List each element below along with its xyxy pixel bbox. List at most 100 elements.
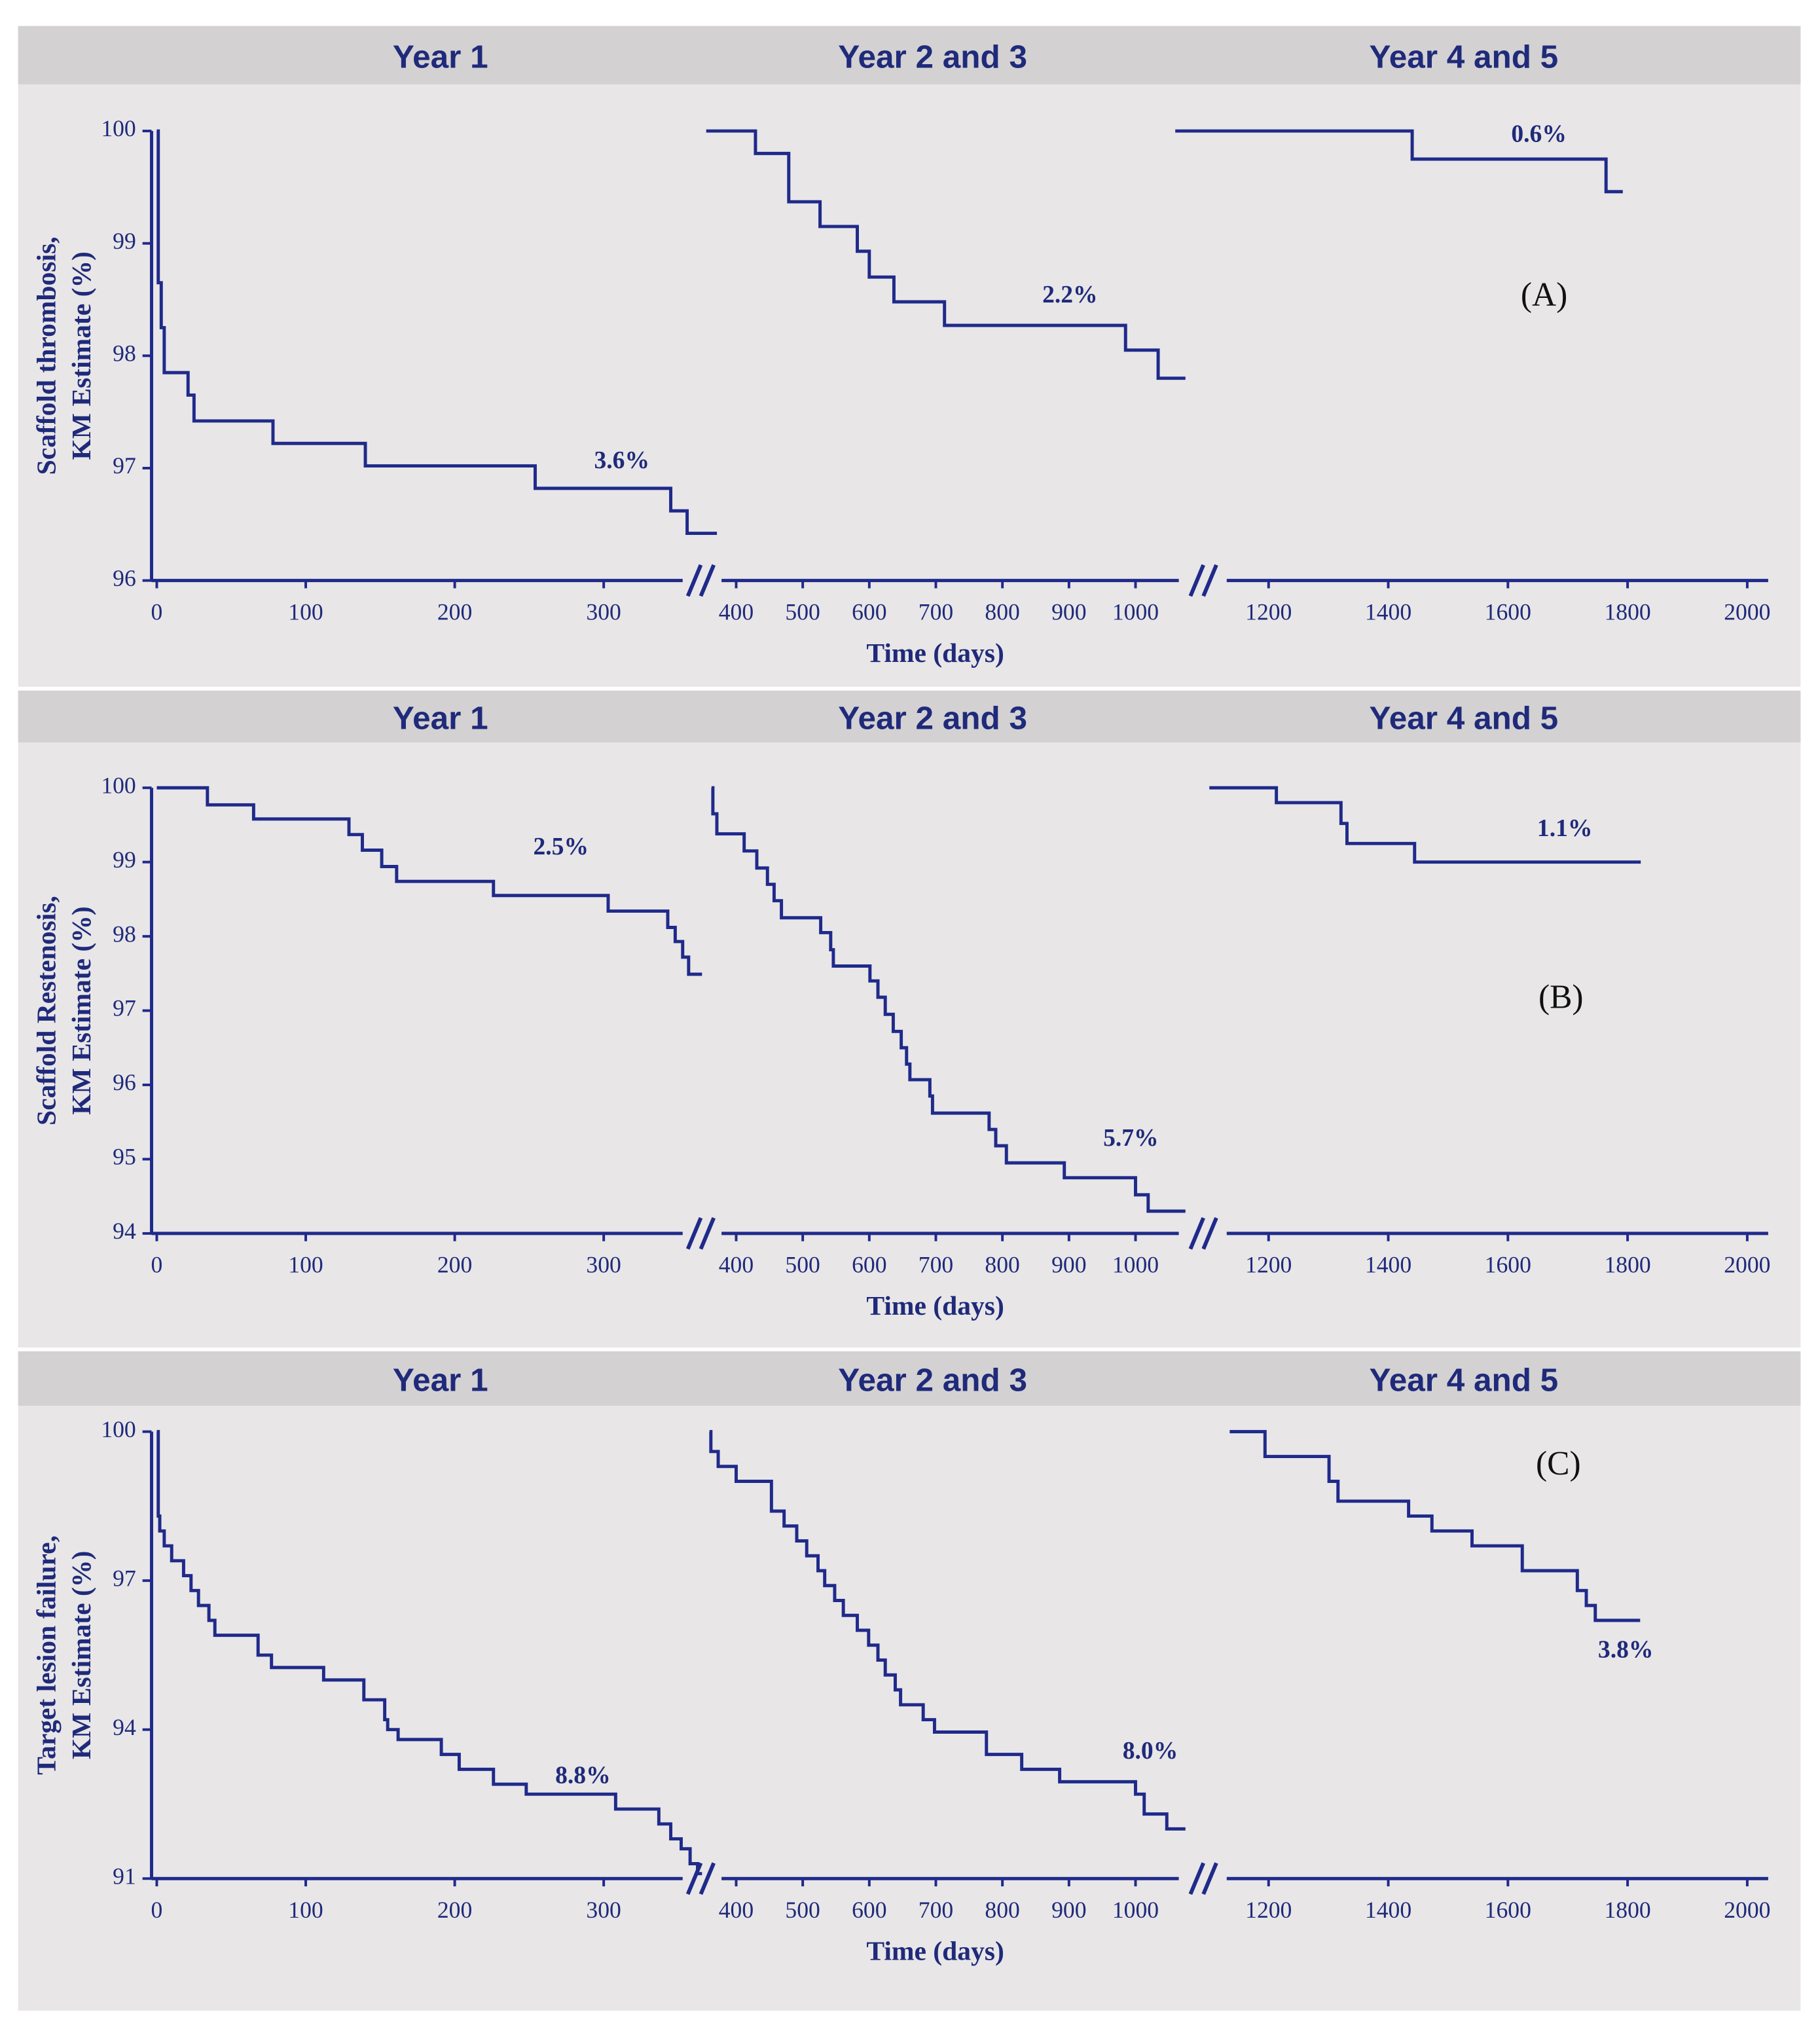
y-tick-label: 97 <box>113 452 136 479</box>
x-tick-label: 1600 <box>1485 1897 1531 1923</box>
y-tick-label: 98 <box>113 921 136 947</box>
y-tick-label: 97 <box>113 995 136 1021</box>
y-tick-label: 91 <box>113 1863 136 1889</box>
km-curve <box>1229 1430 1641 1622</box>
x-tick-label: 400 <box>719 1252 754 1278</box>
panel-label: (A) <box>1521 276 1567 314</box>
annotation: 5.7% <box>1103 1125 1159 1152</box>
axis-break <box>1188 564 1205 597</box>
segment-title: Year 4 and 5 <box>1370 700 1559 736</box>
x-tick-label: 200 <box>437 1252 472 1278</box>
x-tick-label: 1600 <box>1485 1252 1531 1278</box>
x-tick-label: 500 <box>785 1897 820 1923</box>
km-curve <box>709 1430 1186 1831</box>
x-tick-label: 2000 <box>1724 598 1770 625</box>
annotation: 3.8% <box>1598 1637 1654 1664</box>
panel-label: (B) <box>1538 979 1584 1016</box>
x-tick-label: 1200 <box>1245 598 1292 625</box>
x-tick-label: 900 <box>1051 1897 1086 1923</box>
y-tick-label: 100 <box>101 1416 136 1442</box>
x-tick-label: 0 <box>151 598 163 625</box>
x-tick-label: 400 <box>719 1897 754 1923</box>
annotation: 3.6% <box>594 447 649 474</box>
x-axis-label: Time (days) <box>866 1936 1004 1967</box>
segment-title: Year 2 and 3 <box>838 39 1027 75</box>
x-tick-label: 1200 <box>1245 1897 1292 1923</box>
annotation: 8.8% <box>555 1763 611 1789</box>
segment-title: Year 1 <box>393 1362 488 1398</box>
km-curve <box>1175 129 1623 194</box>
x-tick-label: 600 <box>852 598 886 625</box>
x-tick-label: 900 <box>1051 598 1086 625</box>
annotation: 2.5% <box>533 833 589 860</box>
x-tick-label: 1000 <box>1112 598 1159 625</box>
panel-background <box>18 1351 1801 2011</box>
x-tick-label: 1800 <box>1604 1897 1650 1923</box>
axis-break <box>1201 1217 1218 1250</box>
axis-break <box>1188 1217 1205 1250</box>
y-tick-label: 94 <box>113 1218 136 1244</box>
y-tick-label: 97 <box>113 1565 136 1591</box>
x-tick-label: 0 <box>151 1897 163 1923</box>
y-axis-label: KM Estimate (%) <box>66 1551 97 1759</box>
x-tick-label: 1400 <box>1365 1897 1411 1923</box>
x-axis-label: Time (days) <box>866 1290 1004 1321</box>
x-tick-label: 100 <box>288 1897 323 1923</box>
axis-break <box>699 1862 716 1895</box>
x-tick-label: 2000 <box>1724 1252 1770 1278</box>
axis-break <box>1188 1862 1205 1895</box>
annotation: 0.6% <box>1511 121 1567 148</box>
km-curve <box>711 786 1186 1213</box>
x-tick-label: 2000 <box>1724 1897 1770 1923</box>
x-tick-label: 0 <box>151 1252 163 1278</box>
segment-title: Year 1 <box>393 700 488 736</box>
x-tick-label: 400 <box>719 598 754 625</box>
x-tick-label: 100 <box>288 598 323 625</box>
y-tick-label: 99 <box>113 228 136 254</box>
axis-break <box>699 564 716 597</box>
km-curve <box>156 1430 702 1876</box>
y-tick-label: 96 <box>113 565 136 591</box>
axis-break <box>1201 564 1218 597</box>
x-tick-label: 500 <box>785 1252 820 1278</box>
x-tick-label: 300 <box>586 1252 621 1278</box>
x-tick-label: 300 <box>586 1897 621 1923</box>
panel-header <box>18 1351 1801 1406</box>
y-tick-label: 100 <box>101 115 136 141</box>
x-tick-label: 200 <box>437 598 472 625</box>
x-tick-label: 1800 <box>1604 1252 1650 1278</box>
km-curve <box>156 129 718 536</box>
x-tick-label: 200 <box>437 1897 472 1923</box>
axis-break <box>699 1217 716 1250</box>
x-tick-label: 1000 <box>1112 1252 1159 1278</box>
x-tick-label: 500 <box>785 598 820 625</box>
x-tick-label: 1400 <box>1365 598 1411 625</box>
x-axis-label: Time (days) <box>866 638 1004 668</box>
annotation: 1.1% <box>1537 815 1593 842</box>
y-tick-label: 96 <box>113 1069 136 1095</box>
axis-break <box>685 1217 703 1250</box>
segment-title: Year 1 <box>393 39 488 75</box>
x-tick-label: 1600 <box>1485 598 1531 625</box>
axis-break <box>685 564 703 597</box>
y-axis-label: Target lesion failure, <box>31 1535 62 1775</box>
y-tick-label: 100 <box>101 772 136 798</box>
panel-background <box>18 690 1801 1348</box>
panel-header <box>18 26 1801 84</box>
x-tick-label: 1200 <box>1245 1252 1292 1278</box>
segment-title: Year 4 and 5 <box>1370 1362 1559 1398</box>
x-tick-label: 1800 <box>1604 598 1650 625</box>
panel-header <box>18 690 1801 742</box>
y-tick-label: 95 <box>113 1144 136 1170</box>
axis-break <box>685 1862 703 1895</box>
km-curve <box>156 786 702 976</box>
annotation: 2.2% <box>1042 282 1098 308</box>
y-axis-label: KM Estimate (%) <box>66 906 97 1114</box>
panel-label: (C) <box>1536 1445 1581 1482</box>
segment-title: Year 2 and 3 <box>838 1362 1027 1398</box>
panel-background <box>18 26 1801 687</box>
km-curve <box>706 129 1186 380</box>
x-tick-label: 100 <box>288 1252 323 1278</box>
x-tick-label: 600 <box>852 1897 886 1923</box>
segment-title: Year 4 and 5 <box>1370 39 1559 75</box>
